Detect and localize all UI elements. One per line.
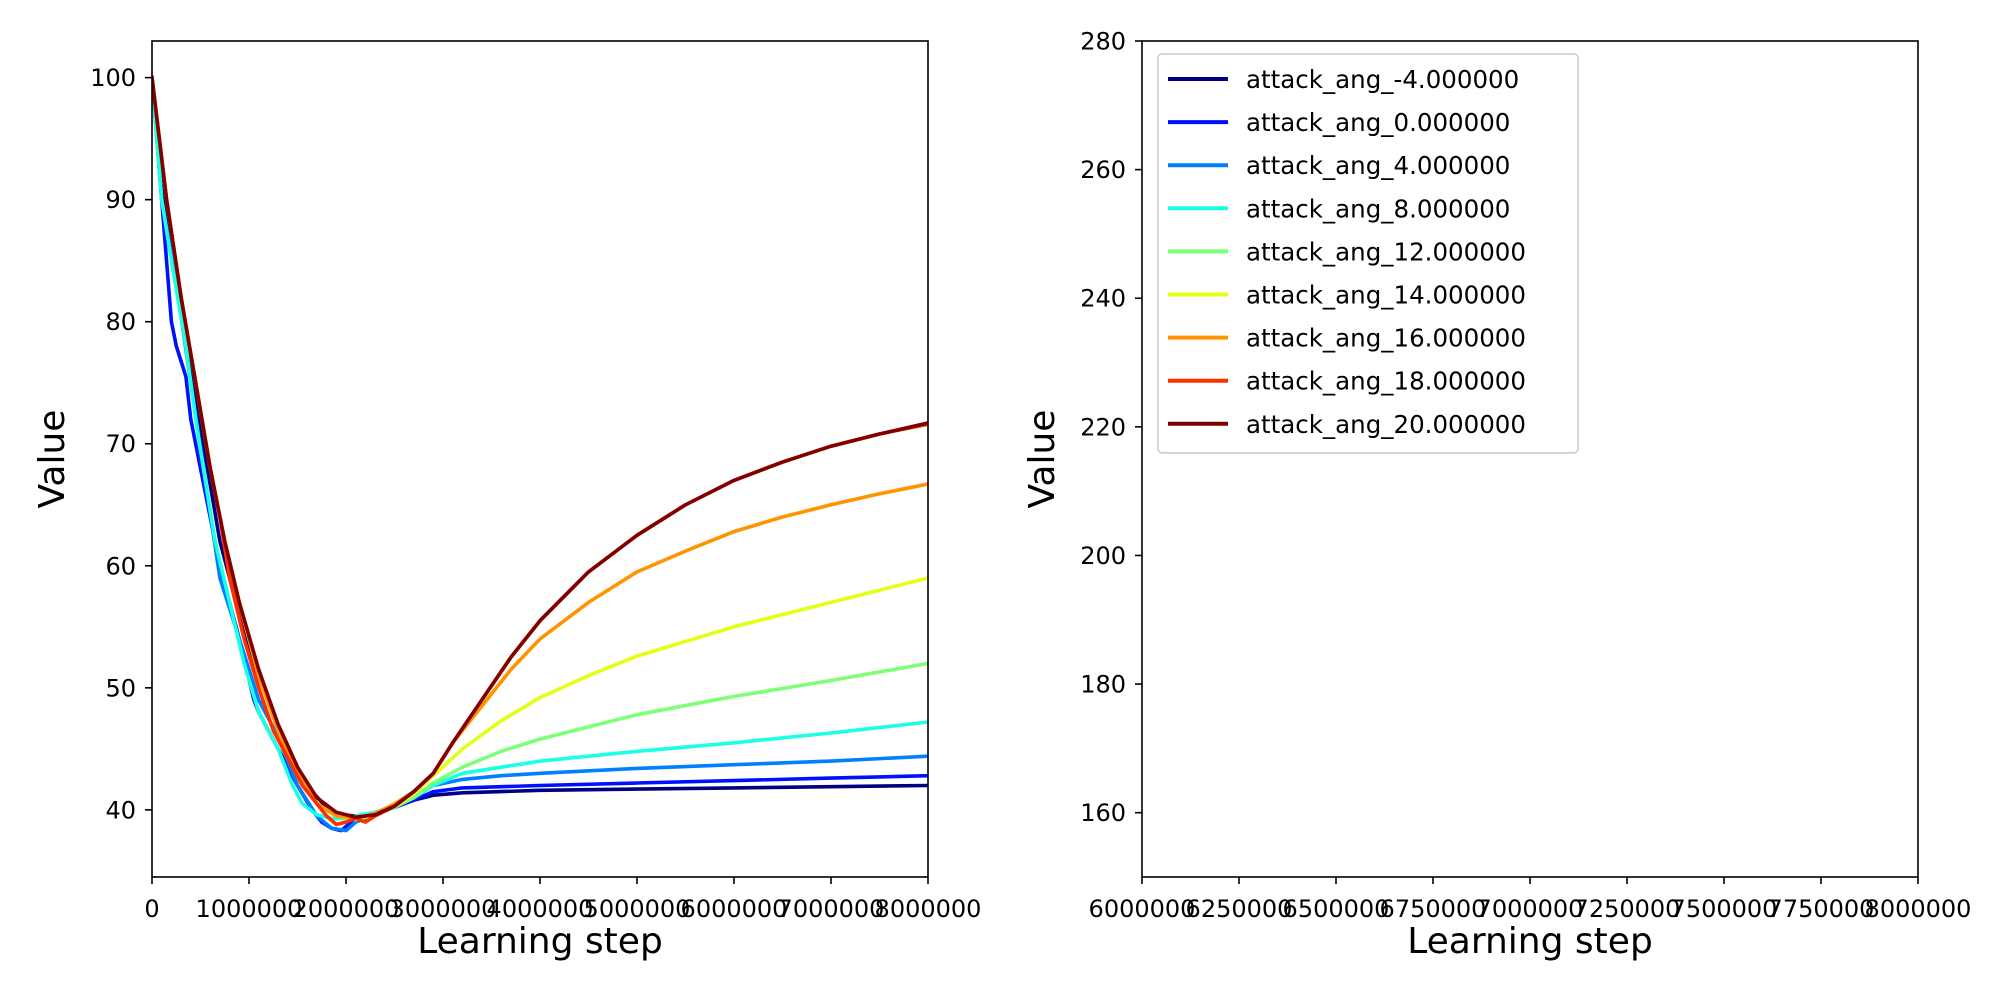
right-y-tick-label-3: 220 [1080,413,1126,441]
left-x-tick-label-4: 4000000 [487,895,594,923]
right-x-tick-label-7: 7750000 [1768,895,1875,923]
left-y-tick-label-4: 80 [105,308,136,336]
right-y-tick-label-5: 260 [1080,156,1126,184]
left-series-line-8 [152,75,928,819]
right-legend-frame [1157,53,1579,454]
left-y-tick-label-3: 70 [105,430,136,458]
left-y-tick-label-2: 60 [105,552,136,580]
left-x-axis-label: Learning step [417,921,663,962]
right-x-tick-label-6: 7500000 [1671,895,1778,923]
left-x-tick-label-6: 6000000 [681,895,788,923]
right-x-tick-label-8: 8000000 [1865,895,1972,923]
right-y-tick-label-4: 240 [1080,285,1126,313]
right-legend-label-0: attack_ang_-4.000000 [1246,65,1519,94]
right-y-tick-label-1: 180 [1080,671,1126,699]
right-y-tick-label-6: 280 [1080,28,1126,56]
left-series-line-3 [152,75,928,821]
left-y-tick-label-0: 40 [105,796,136,824]
right-legend-label-2: attack_ang_4.000000 [1246,151,1510,180]
left-y-axis-label: Value [32,410,73,509]
left-x-tick-label-8: 8000000 [875,895,982,923]
right-y-axis-label: Value [1022,410,1063,509]
left-y-tick-label-6: 100 [90,64,136,92]
right-x-axis-label: Learning step [1407,921,1653,962]
right-x-tick-label-1: 6250000 [1186,895,1293,923]
right-y-tick-label-2: 200 [1080,542,1126,570]
left-x-tick-label-2: 2000000 [293,895,400,923]
left-y-tick-label-1: 50 [105,674,136,702]
right-legend-label-6: attack_ang_16.000000 [1246,324,1526,353]
right-x-tick-label-2: 6500000 [1283,895,1390,923]
right-legend-label-5: attack_ang_14.000000 [1246,281,1526,310]
left-x-tick-label-0: 0 [144,895,159,923]
right-legend-label-4: attack_ang_12.000000 [1246,237,1526,266]
right-x-tick-label-0: 6000000 [1089,895,1196,923]
left-x-tick-label-1: 1000000 [196,895,303,923]
right-y-tick-label-0: 160 [1080,799,1126,827]
right-legend-label-1: attack_ang_0.000000 [1246,108,1510,137]
right-legend-label-7: attack_ang_18.000000 [1246,367,1526,396]
right-legend-label-8: attack_ang_20.000000 [1246,410,1526,439]
right-legend: attack_ang_-4.000000 attack_ang_0.000000a… [1157,53,1579,454]
right-x-tick-label-3: 6750000 [1380,895,1487,923]
left-y-tick-label-5: 90 [105,186,136,214]
left-plot: 0 100000020000003000000400000050000006000… [32,40,982,962]
right-plot: 6000000625000065000006750000700000072500… [1022,28,1971,963]
left-x-tick-label-3: 3000000 [390,895,497,923]
right-x-tick-label-5: 7250000 [1574,895,1681,923]
right-x-tick-label-4: 7000000 [1477,895,1584,923]
right-legend-label-3: attack_ang_8.000000 [1246,194,1510,223]
left-series-group [152,75,928,833]
left-x-tick-label-7: 7000000 [778,895,885,923]
left-x-tick-label-5: 5000000 [584,895,691,923]
